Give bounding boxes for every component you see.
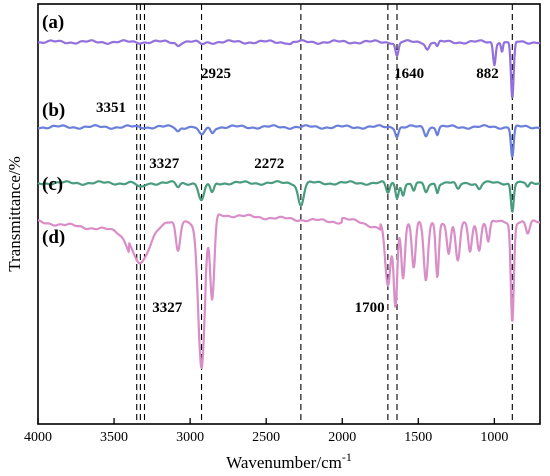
peak-annotation: 3327: [152, 300, 183, 316]
x-tick-label: 2500: [252, 430, 280, 445]
peak-annotations: 2925 1640 882 3351 3327 2272 3327 1700: [96, 66, 499, 316]
panel-label-b: (b): [42, 100, 65, 121]
peak-annotation: 3327: [149, 156, 180, 172]
x-tick-label: 4000: [24, 430, 52, 445]
peak-annotation: 2272: [254, 156, 284, 172]
plot-frame: [37, 3, 541, 425]
x-tick-label: 2000: [328, 430, 356, 445]
reference-lines: [136, 4, 513, 424]
spectrum-line-b: [37, 124, 541, 158]
panel-labels: (a) (b) (c) (d): [42, 12, 65, 248]
x-axis-label: Wavenumber/cm-1: [226, 450, 352, 472]
peak-annotation: 1640: [394, 66, 424, 82]
spectrum-line-a: [37, 39, 541, 98]
panel-label-a: (a): [42, 12, 64, 33]
peak-annotation: 3351: [96, 100, 126, 116]
spectrum-line-d: [37, 213, 541, 369]
peak-annotation: 1700: [355, 300, 385, 316]
panel-label-c: (c): [42, 174, 63, 195]
x-axis-label-superscript: -1: [342, 450, 352, 464]
x-axis-ticks: 4000 3500 3000 2500 2000 1500 1000: [24, 418, 508, 445]
peak-annotation: 882: [476, 66, 499, 82]
panel-label-d: (d): [42, 227, 65, 248]
x-tick-label: 3500: [100, 430, 128, 445]
x-axis-label-text: Wavenumber/cm: [226, 453, 342, 472]
x-tick-label: 1500: [404, 430, 432, 445]
y-axis-label: Transmittance/%: [5, 156, 24, 272]
x-tick-label: 3000: [176, 430, 204, 445]
x-tick-label: 1000: [480, 430, 508, 445]
spectrum-line-c: [37, 180, 541, 213]
peak-annotation: 2925: [201, 66, 231, 82]
spectra-group: [37, 39, 541, 369]
